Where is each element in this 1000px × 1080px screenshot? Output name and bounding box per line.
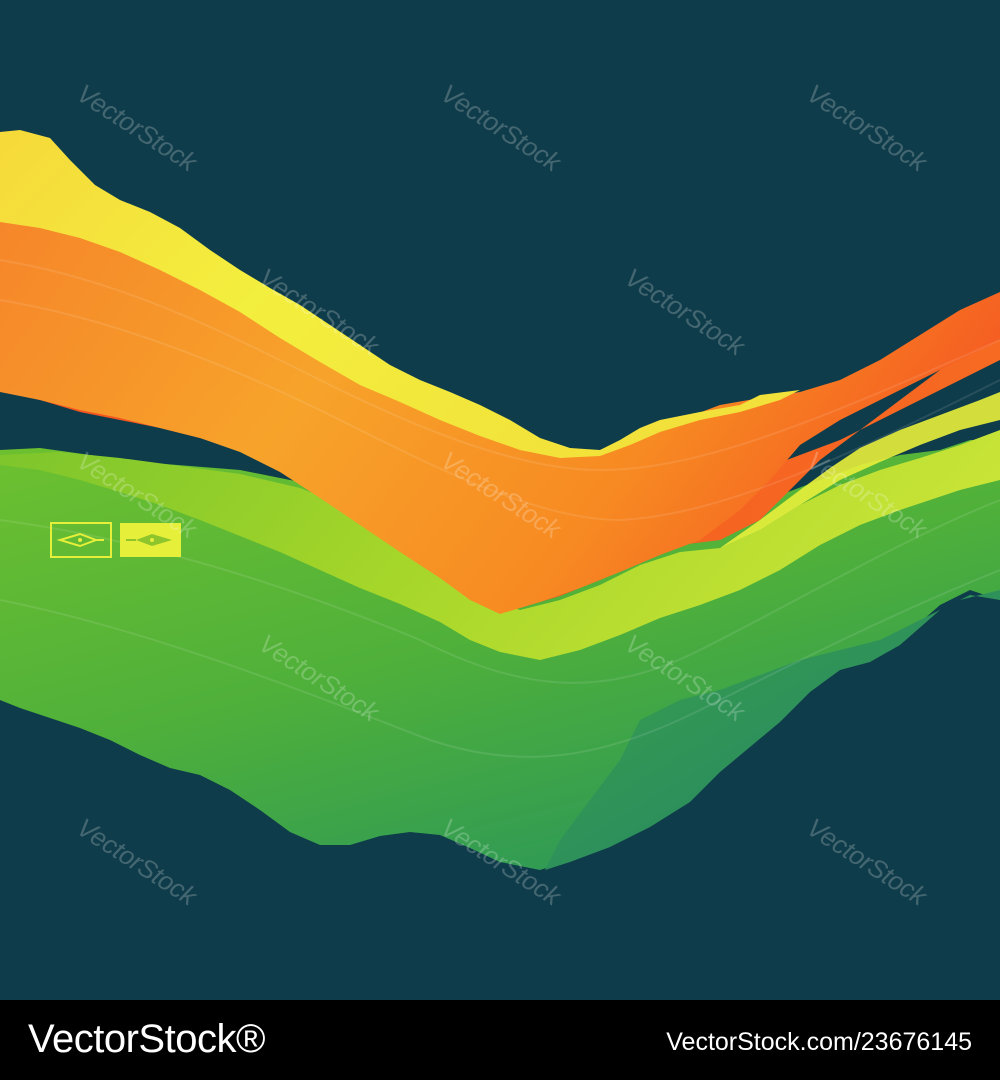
yellow-ridge-layer — [0, 130, 800, 458]
teal-mountain-layer — [545, 590, 1000, 870]
artwork: VectorStock VectorStock VectorStock Vect… — [0, 0, 1000, 1000]
badge-left-frame — [50, 522, 112, 558]
lime-ridge-layer — [0, 430, 1000, 660]
ridge-texture-lines — [0, 259, 1000, 758]
yellow-highlight-ridge — [720, 392, 1000, 548]
landscape-illustration — [0, 0, 1000, 1000]
pen-nib-right-icon — [126, 534, 172, 546]
footer-brand-logo: VectorStock® — [28, 1017, 265, 1061]
pen-nib-left-icon — [56, 532, 104, 548]
pen-tool-badge — [50, 522, 181, 558]
footer-image-id: VectorStock.com/23676145 — [666, 1028, 972, 1056]
footer-bar: VectorStock® VectorStock.com/23676145 — [0, 1000, 1000, 1080]
